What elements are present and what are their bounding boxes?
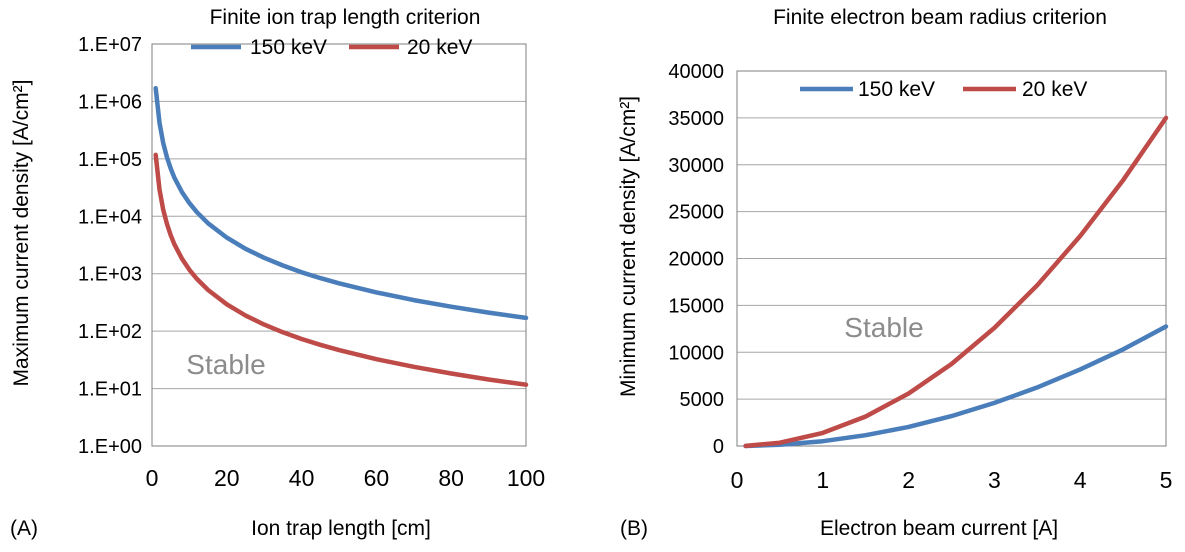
- series-line-150kev: [153, 85, 529, 321]
- y-tick-label: 35000: [668, 108, 724, 130]
- x-tick-label: 4: [1074, 467, 1087, 493]
- panel-label: (B): [620, 517, 648, 540]
- x-tick-label: 60: [364, 465, 390, 491]
- x-tick-label: 0: [731, 467, 744, 493]
- panel-label: (A): [10, 517, 38, 540]
- y-tick-label: 1.E+02: [78, 321, 142, 343]
- legend-label: 20 keV: [407, 36, 472, 59]
- y-tick-label: 1.E+05: [78, 149, 142, 171]
- chart-title: Finite ion trap length criterion: [210, 6, 481, 29]
- stable-annotation: Stable: [844, 312, 923, 343]
- chart-title: Finite electron beam radius criterion: [773, 6, 1107, 29]
- y-tick-label: 5000: [680, 389, 725, 411]
- series-line-20kev: [743, 115, 1169, 449]
- x-tick-label: 0: [146, 465, 159, 491]
- x-tick-label: 5: [1160, 467, 1173, 493]
- y-axis-label: Minimum current density [A/cm²]: [617, 96, 640, 397]
- legend-label: 20 keV: [1022, 78, 1087, 101]
- x-tick-label: 1: [816, 467, 829, 493]
- y-tick-label: 1.E+04: [78, 206, 142, 228]
- y-tick-label: 30000: [668, 155, 724, 177]
- y-tick-label: 1.E+07: [78, 34, 142, 56]
- y-tick-label: 15000: [668, 295, 724, 317]
- x-tick-label: 20: [214, 465, 240, 491]
- y-tick-label: 25000: [668, 202, 724, 224]
- y-tick-label: 10000: [668, 342, 724, 364]
- y-tick-label: 1.E+06: [78, 91, 142, 113]
- x-tick-label: 40: [289, 465, 315, 491]
- y-tick-label: 1.E+01: [78, 379, 142, 401]
- series-line-150kev: [743, 324, 1169, 449]
- y-axis-label: Maximum current density [A/cm²]: [10, 80, 33, 387]
- plot-frame: [736, 70, 1167, 447]
- plot-frame: [151, 43, 527, 447]
- legend-label: 150 keV: [250, 36, 327, 59]
- x-tick-label: 100: [507, 465, 545, 491]
- legend-label: 150 keV: [858, 78, 935, 101]
- x-axis-label: Electron beam current [A]: [820, 517, 1058, 540]
- y-tick-label: 1.E+03: [78, 264, 142, 286]
- x-tick-label: 2: [902, 467, 915, 493]
- y-tick-label: 1.E+00: [78, 436, 142, 458]
- x-tick-label: 80: [438, 465, 464, 491]
- chart-panel-b: 0 5000 10000 15000 20000 25000 30000 35000 40000…: [617, 6, 1172, 540]
- x-axis-label: Ion trap length [cm]: [251, 517, 431, 540]
- x-tick-label: 3: [988, 467, 1001, 493]
- y-tick-label: 20000: [668, 249, 724, 271]
- chart-panel-a: 1.E+00 1.E+01 1.E+02 1.E+03 1.E+04 1.E+05 1.E+…: [10, 6, 545, 540]
- series-line-20kev: [153, 152, 529, 387]
- y-tick-label: 40000: [668, 61, 724, 83]
- stable-annotation: Stable: [186, 349, 265, 380]
- y-tick-label: 0: [713, 436, 724, 458]
